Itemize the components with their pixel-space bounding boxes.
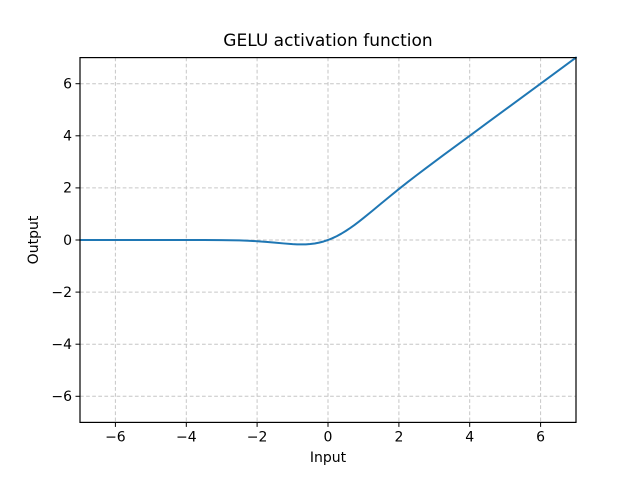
x-tick-label: 2: [394, 429, 403, 445]
y-tick-label: 0: [63, 233, 72, 249]
chart-title: GELU activation function: [223, 31, 432, 51]
x-tick-label: 0: [324, 429, 333, 445]
x-tick-label: −2: [247, 429, 268, 445]
x-tick-label: 6: [536, 429, 545, 445]
y-tick-label: 2: [63, 181, 72, 197]
y-tick-label: 6: [63, 77, 72, 93]
gelu-curve: [79, 56, 577, 246]
y-tick-label: −2: [51, 285, 72, 301]
x-tick-label: −4: [176, 429, 197, 445]
y-tick-label: −6: [51, 389, 72, 405]
plot-area: −6 −4 −2 0 2 4 6 −6 −4 −2 0 2 4 6: [51, 56, 577, 445]
y-axis-label: Output: [26, 215, 42, 264]
x-axis-label: Input: [310, 450, 347, 466]
x-tick-label: 4: [465, 429, 474, 445]
y-tick-label: 4: [63, 129, 72, 145]
x-tick-label: −6: [105, 429, 126, 445]
y-tick-label: −4: [51, 337, 72, 353]
